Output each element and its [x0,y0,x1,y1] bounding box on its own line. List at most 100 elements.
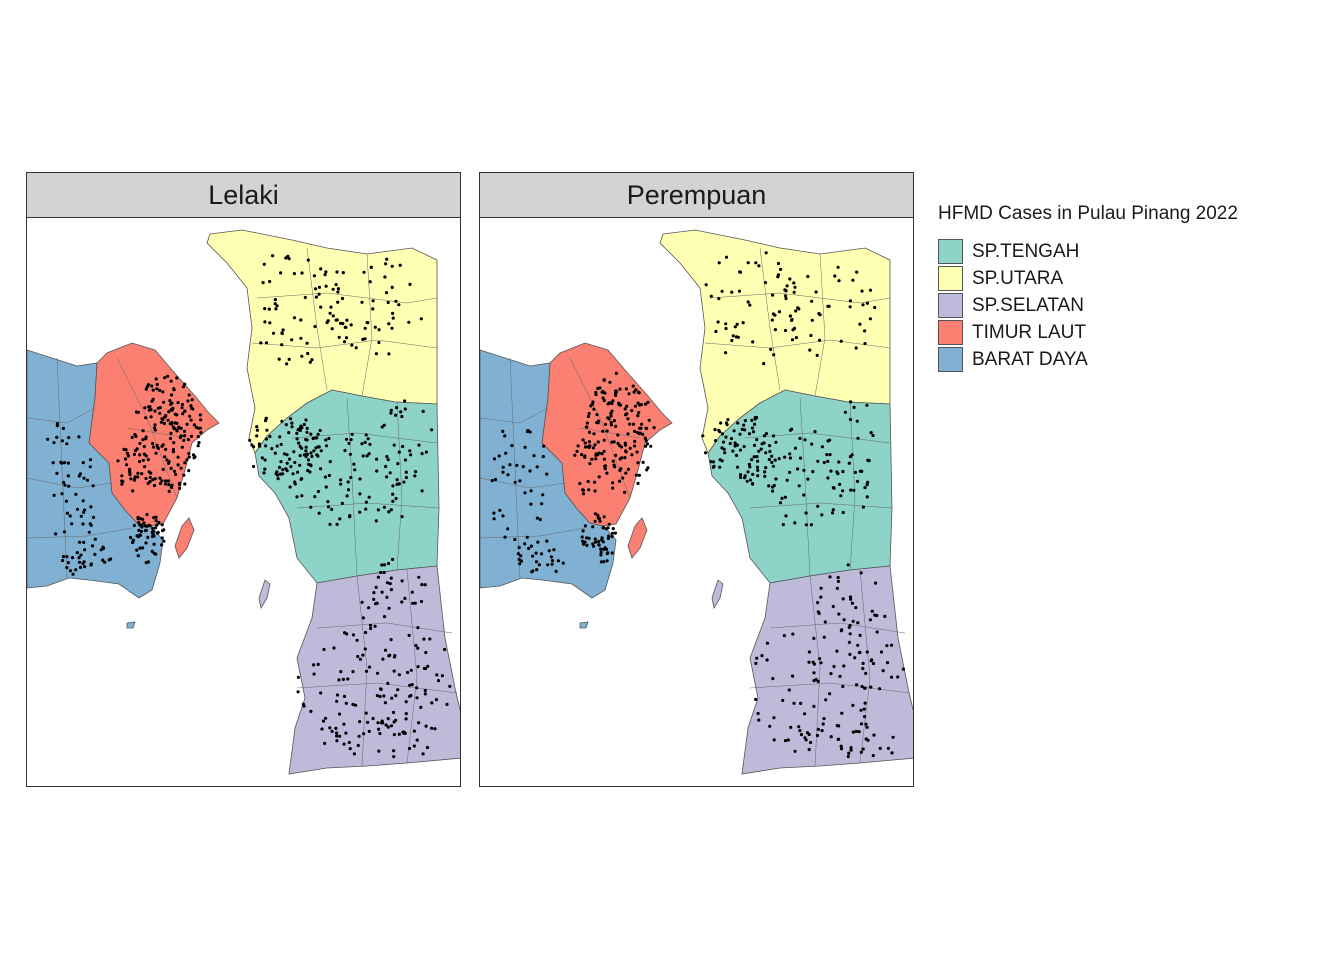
case-point [93,537,97,541]
map-perempuan [480,229,913,775]
case-point [55,435,59,439]
case-point [768,724,772,728]
case-point [289,465,293,469]
case-point [146,535,150,539]
case-point [856,436,860,440]
case-point [637,391,641,395]
case-point [158,476,162,480]
case-point [151,441,155,446]
case-point [586,479,590,484]
case-point [596,516,600,520]
case-point [396,688,400,692]
case-point [863,701,867,705]
case-point [403,596,407,600]
case-point [392,443,396,447]
case-point [413,474,417,478]
case-point [637,411,641,415]
case-point [420,583,424,587]
case-point [777,310,782,314]
case-point [292,272,296,276]
case-point [328,311,332,315]
case-point [78,565,83,569]
case-point [603,464,608,468]
case-point [138,523,142,527]
case-point [762,362,766,366]
case-point [68,514,72,518]
case-point [83,565,87,569]
case-point [810,442,814,446]
case-point [424,450,428,454]
case-point [264,416,268,421]
case-point [382,423,386,427]
case-point [196,435,200,439]
case-point [585,543,589,547]
region-timur-laut [541,342,673,527]
case-point [809,523,813,527]
case-point [384,723,388,727]
case-point [870,609,874,613]
case-point [74,568,78,572]
case-point [382,563,387,567]
case-point [356,654,360,659]
case-point [394,413,398,417]
case-point [358,492,362,496]
case-point [382,615,387,619]
case-point [881,669,885,673]
case-point [385,475,389,479]
case-point [421,409,425,413]
case-point [364,669,369,673]
case-point [503,535,507,539]
case-point [369,265,373,269]
case-point [375,457,379,461]
case-point [738,432,742,436]
case-point [337,335,341,339]
case-point [368,665,372,669]
case-point [389,408,393,412]
case-point [361,616,365,620]
case-point [750,426,754,430]
case-point [391,484,395,488]
case-point [387,322,391,326]
case-point [309,451,313,455]
case-point [391,492,395,496]
case-point [420,452,424,456]
case-point [293,460,297,465]
case-point [812,636,816,640]
case-point [424,650,428,655]
case-point [723,451,727,455]
case-point [636,481,640,485]
case-point [812,671,816,675]
case-point [416,646,420,650]
case-point [161,443,165,447]
case-point [513,480,517,484]
case-point [598,519,602,523]
case-point [535,516,539,520]
case-point [652,426,656,430]
case-point [851,730,855,734]
case-point [51,461,55,465]
case-point [77,560,82,564]
case-points [490,251,905,759]
case-point [151,445,156,449]
case-point [425,745,430,750]
case-point [107,558,111,562]
case-point [64,499,68,503]
case-point [317,292,321,296]
case-point [886,746,891,751]
case-point [81,461,85,465]
case-point [391,557,395,562]
case-point [361,337,365,341]
case-point [386,681,390,685]
case-point [60,461,64,465]
case-point [755,438,759,442]
case-point [328,726,332,730]
case-point [175,413,179,417]
case-point [282,452,287,456]
case-point [138,546,142,550]
case-point [714,329,718,334]
case-point [143,524,147,528]
case-point [160,543,164,547]
case-point [382,570,386,575]
case-point [66,461,70,465]
case-point [262,262,266,266]
